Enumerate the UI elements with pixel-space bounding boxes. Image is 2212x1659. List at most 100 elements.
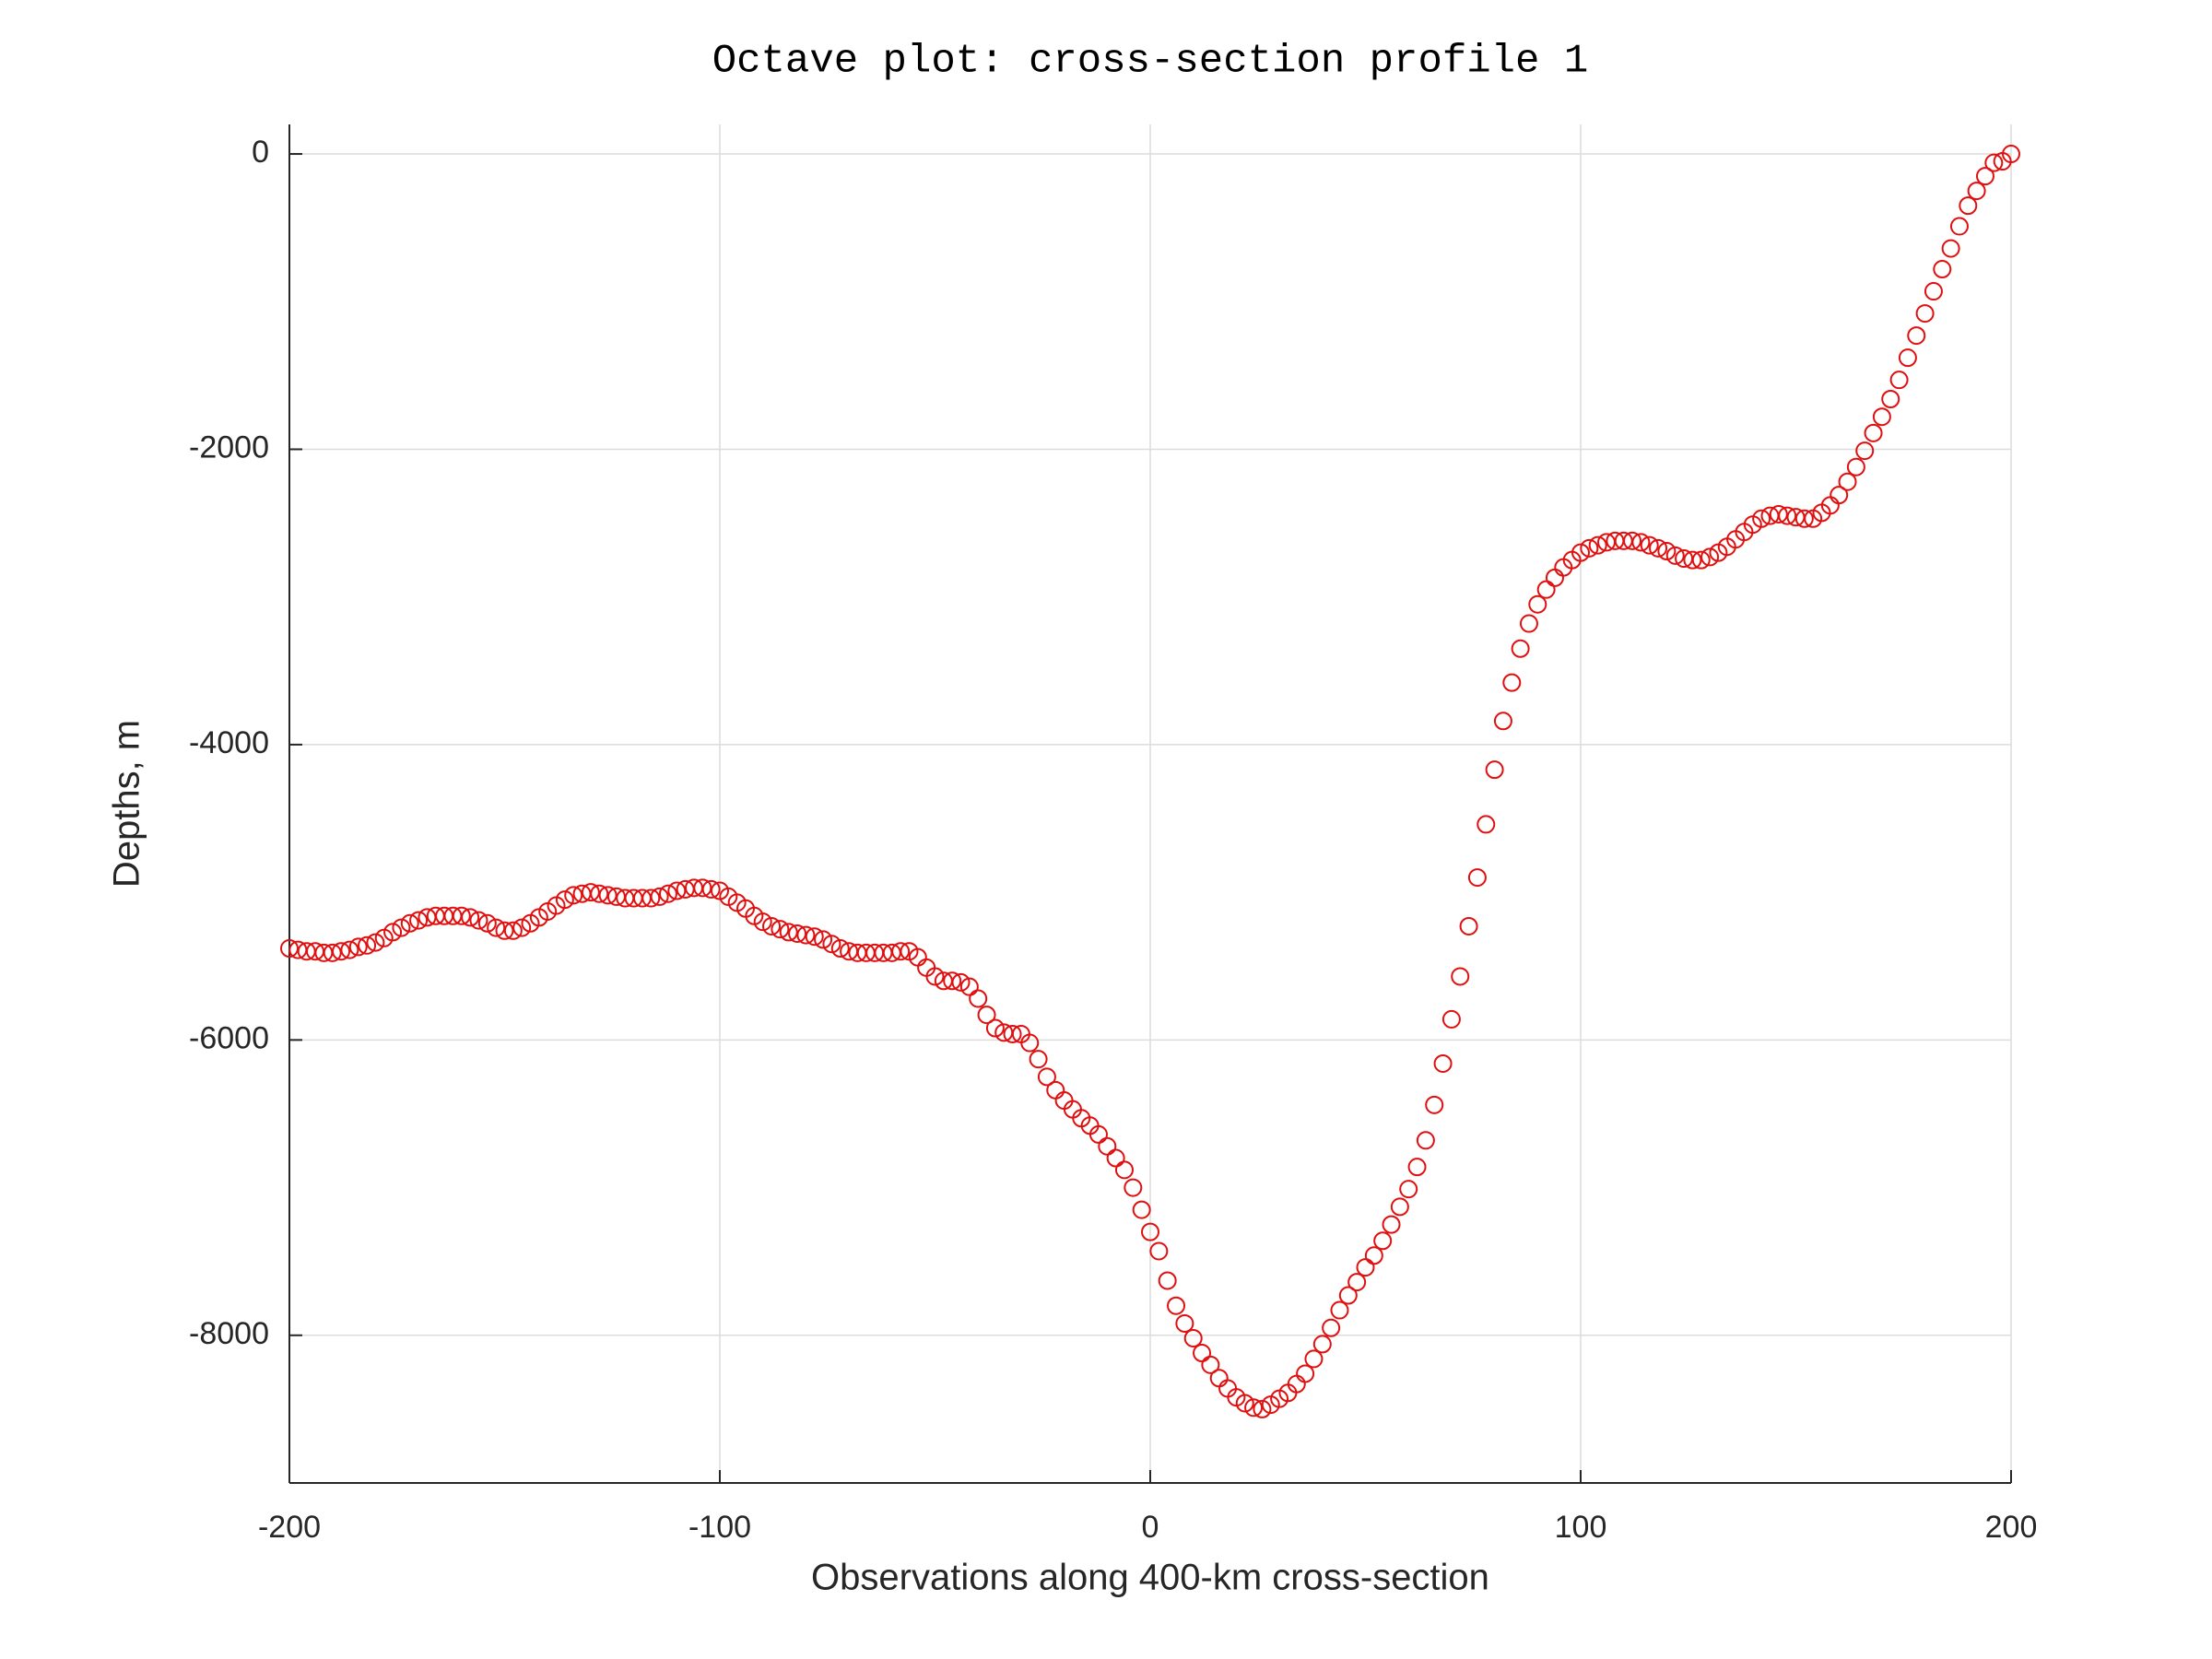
marker xyxy=(1459,916,1478,935)
marker xyxy=(1158,1271,1177,1290)
marker xyxy=(1373,1231,1393,1251)
marker xyxy=(951,972,971,992)
marker xyxy=(366,933,385,952)
marker xyxy=(1312,1335,1332,1354)
marker xyxy=(1124,1178,1143,1197)
marker xyxy=(796,925,816,945)
marker xyxy=(409,911,429,930)
marker xyxy=(1881,390,1900,409)
y-tick-label: 0 xyxy=(252,135,269,170)
marker xyxy=(1382,1215,1401,1234)
marker xyxy=(1502,673,1522,692)
marker xyxy=(1141,1222,1159,1241)
marker xyxy=(1356,1258,1375,1277)
marker xyxy=(1407,1158,1427,1177)
marker xyxy=(830,939,850,959)
marker xyxy=(1037,1067,1056,1087)
marker xyxy=(1029,1050,1048,1069)
marker xyxy=(1683,550,1702,570)
marker xyxy=(985,1018,1005,1038)
marker xyxy=(1846,457,1865,477)
marker xyxy=(650,887,669,906)
marker xyxy=(1975,167,1994,186)
marker xyxy=(943,971,962,991)
y-axis-label: Depths, m xyxy=(107,720,147,888)
marker xyxy=(1399,1180,1418,1199)
marker xyxy=(1046,1080,1065,1100)
marker xyxy=(1183,1328,1203,1347)
marker xyxy=(1193,1344,1212,1363)
marker xyxy=(477,913,497,933)
marker xyxy=(1691,550,1711,570)
marker xyxy=(1114,1160,1134,1180)
marker xyxy=(1778,506,1797,525)
marker xyxy=(788,924,807,943)
marker xyxy=(1425,1095,1444,1114)
marker xyxy=(1020,1033,1040,1053)
marker xyxy=(1941,239,1960,258)
marker xyxy=(701,879,721,899)
x-tick-label: 0 xyxy=(1142,1510,1159,1545)
marker xyxy=(1571,543,1590,562)
x-tick-label: -100 xyxy=(688,1510,751,1545)
marker xyxy=(1665,546,1685,565)
marker xyxy=(1106,1148,1125,1168)
marker xyxy=(1433,1053,1453,1073)
marker xyxy=(1149,1241,1169,1261)
marker xyxy=(1167,1296,1186,1315)
marker xyxy=(1588,535,1607,555)
marker xyxy=(358,935,377,955)
marker xyxy=(1855,441,1875,461)
marker xyxy=(1296,1364,1315,1383)
marker xyxy=(487,918,506,937)
marker xyxy=(1580,538,1599,558)
marker xyxy=(779,923,798,942)
x-tick-label: 200 xyxy=(1985,1510,2038,1545)
marker xyxy=(512,918,532,937)
marker xyxy=(452,906,471,925)
marker xyxy=(1088,1124,1108,1144)
marker xyxy=(771,920,790,939)
marker xyxy=(332,942,351,961)
marker xyxy=(1441,1009,1461,1029)
marker xyxy=(753,912,772,932)
marker xyxy=(667,881,687,900)
marker xyxy=(1864,423,1883,442)
marker xyxy=(1623,531,1642,550)
marker xyxy=(503,921,523,940)
y-tick-label: -8000 xyxy=(189,1316,269,1351)
marker xyxy=(598,886,618,905)
marker xyxy=(658,884,677,903)
marker xyxy=(1519,614,1538,633)
x-tick-label: 100 xyxy=(1555,1510,1607,1545)
marker xyxy=(1209,1369,1229,1388)
marker xyxy=(1872,407,1891,427)
marker xyxy=(590,884,609,903)
marker xyxy=(1528,594,1547,614)
marker xyxy=(1098,1136,1117,1156)
marker xyxy=(1967,182,1986,201)
y-tick-label: -4000 xyxy=(189,725,269,760)
marker xyxy=(1390,1197,1409,1217)
marker xyxy=(1485,760,1504,780)
y-tick-label: -6000 xyxy=(189,1020,269,1055)
marker xyxy=(1631,533,1651,552)
marker xyxy=(280,939,299,959)
marker xyxy=(1235,1394,1254,1413)
marker xyxy=(383,923,403,942)
marker xyxy=(1322,1318,1341,1337)
marker xyxy=(1794,509,1814,528)
marker xyxy=(1752,509,1771,528)
marker xyxy=(1253,1399,1272,1418)
marker xyxy=(1477,815,1496,834)
marker xyxy=(805,927,824,947)
marker xyxy=(1649,538,1668,558)
marker xyxy=(969,989,988,1008)
marker xyxy=(1416,1131,1435,1150)
marker xyxy=(1451,967,1470,986)
marker xyxy=(1959,196,1978,216)
x-tick-label: -200 xyxy=(258,1510,321,1545)
marker xyxy=(693,878,712,898)
